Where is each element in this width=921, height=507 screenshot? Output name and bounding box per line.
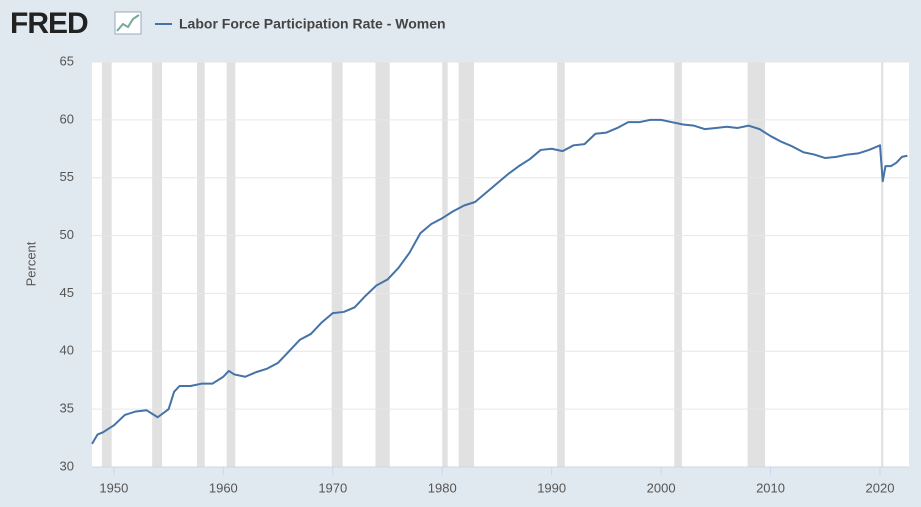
recession-band	[442, 62, 448, 467]
x-tick-label: 1970	[318, 480, 347, 495]
x-tick-label: 2010	[756, 480, 785, 495]
recession-band	[557, 62, 565, 467]
y-tick-label: 40	[60, 343, 74, 358]
plot-area	[92, 62, 909, 467]
recession-band	[881, 62, 884, 467]
recession-band	[747, 62, 766, 467]
data-line	[91, 118, 908, 445]
y-tick-label: 60	[60, 111, 74, 126]
recession-band	[458, 62, 474, 467]
x-tick-label: 2000	[647, 480, 676, 495]
x-tick-label: 2020	[866, 480, 895, 495]
recession-band	[152, 62, 163, 467]
recession-band	[331, 62, 343, 467]
y-tick-label: 30	[60, 458, 74, 473]
recession-band	[197, 62, 205, 467]
y-axis-label: Percent	[23, 241, 38, 286]
x-tick-label: 1950	[99, 480, 128, 495]
recession-band	[674, 62, 682, 467]
logo-icon	[114, 11, 142, 35]
x-tick-label: 1980	[428, 480, 457, 495]
logo: FRED	[10, 7, 88, 40]
y-tick-label: 35	[60, 401, 74, 416]
x-tick-label: 1990	[537, 480, 566, 495]
y-tick-label: 45	[60, 285, 74, 300]
recession-band	[226, 62, 236, 467]
legend-label: Labor Force Participation Rate - Women	[179, 16, 446, 32]
y-tick-label: 55	[60, 169, 74, 184]
recession-band	[375, 62, 390, 467]
x-tick-label: 1960	[209, 480, 238, 495]
y-tick-label: 50	[60, 227, 74, 242]
y-tick-label: 65	[60, 53, 74, 68]
recession-band	[101, 62, 112, 467]
